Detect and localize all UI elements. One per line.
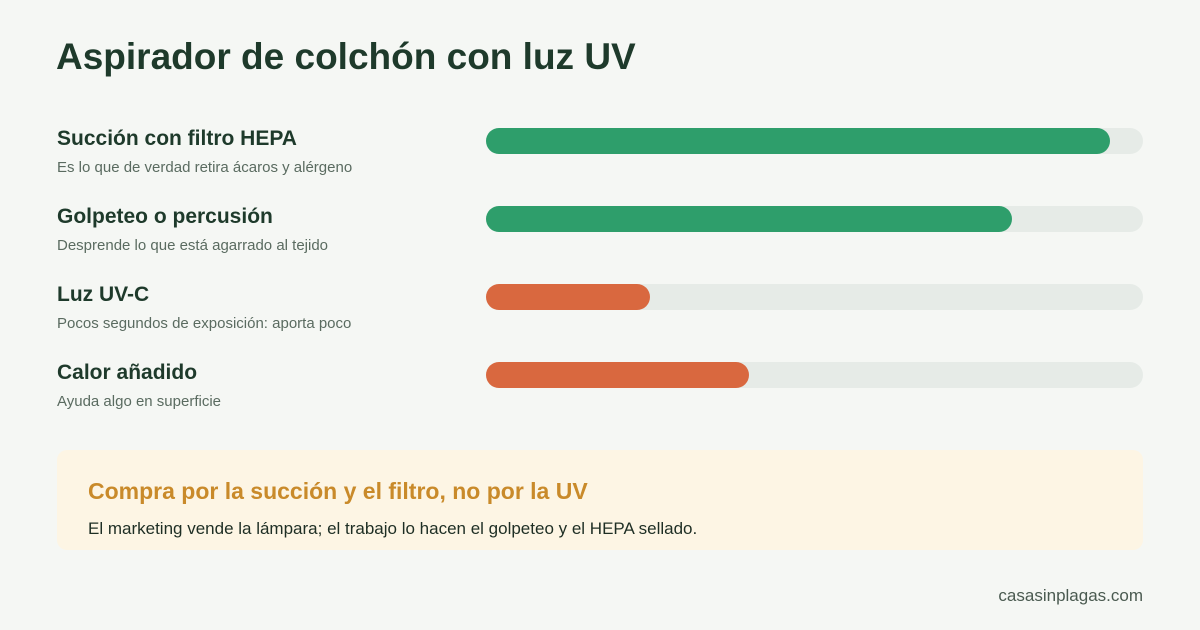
- bar-description: Desprende lo que está agarrado al tejido: [57, 237, 329, 254]
- bar-label: Succión con filtro HEPA: [57, 127, 297, 150]
- bar: [486, 362, 749, 388]
- callout: Compra por la succión y el filtro, no po…: [57, 450, 1143, 550]
- footer: casasinplagas.com: [998, 586, 1143, 605]
- bar-track: [486, 206, 1143, 232]
- callout-title: Compra por la succión y el filtro, no po…: [88, 478, 588, 504]
- bar-description: Pocos segundos de exposición: aporta poc…: [57, 315, 352, 332]
- title: Aspirador de colchón con luz UV: [56, 36, 636, 77]
- bar: [486, 128, 1111, 154]
- callout-text: El marketing vende la lámpara; el trabaj…: [88, 519, 698, 538]
- bar-label: Golpeteo o percusión: [57, 205, 273, 228]
- bar-description: Ayuda algo en superficie: [57, 393, 222, 410]
- bar-description: Es lo que de verdad retira ácaros y alér…: [57, 159, 353, 176]
- bar-label: Calor añadido: [57, 361, 198, 384]
- bar-track: [486, 362, 1143, 388]
- bar-track: [486, 128, 1143, 154]
- bar: [486, 206, 1012, 232]
- bar-track: [486, 284, 1143, 310]
- bar: [486, 284, 651, 310]
- bar-label: Luz UV-C: [57, 283, 150, 306]
